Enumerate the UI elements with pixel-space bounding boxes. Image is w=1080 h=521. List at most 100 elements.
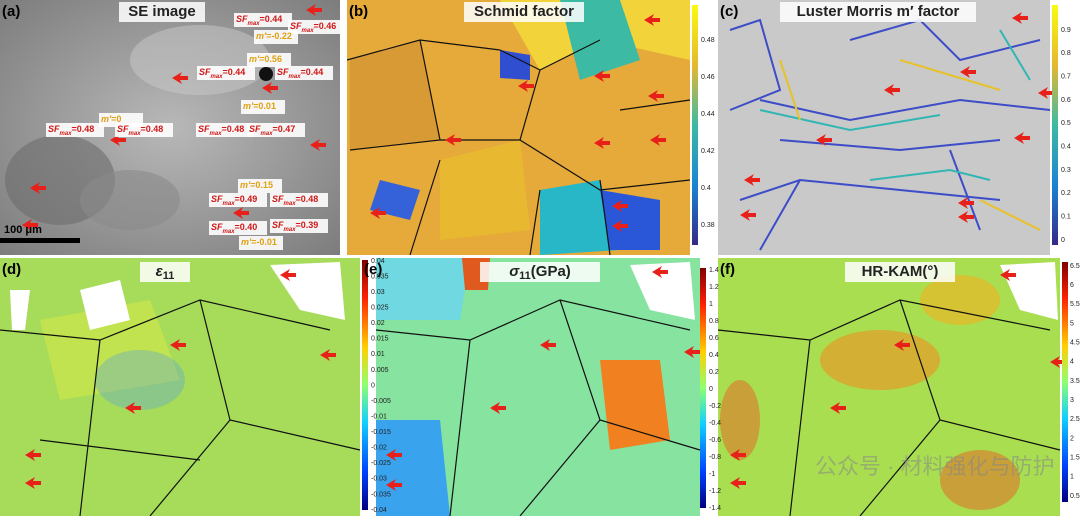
annotation-background xyxy=(247,123,305,137)
annotation: SFmax=0.48 xyxy=(117,124,163,136)
colorbar-tick-label: 5.5 xyxy=(1070,301,1080,308)
annotation-subscript: max xyxy=(223,229,236,235)
colorbar-tick-label: 4.5 xyxy=(1070,340,1080,347)
title-symbol: σ xyxy=(509,263,520,280)
annotation-symbol: SF xyxy=(48,124,60,134)
annotation-background xyxy=(247,53,291,67)
colorbar-tick-label: 0.04 xyxy=(371,258,385,265)
colorbar-tick-label: 0.42 xyxy=(701,148,715,155)
colorbar xyxy=(700,268,706,508)
colorbar-tick-label: 1.2 xyxy=(709,284,719,291)
colorbar-tick-label: -0.6 xyxy=(709,437,721,444)
annotation: m′=0.01 xyxy=(243,101,276,111)
title-background xyxy=(845,262,955,282)
title-background xyxy=(464,2,584,22)
annotation-symbol: SF xyxy=(211,194,223,204)
colorbar-tick-label: 1.4 xyxy=(709,267,719,274)
title-rest: (GPa) xyxy=(531,263,571,280)
panel-title: HR-KAM(°) xyxy=(862,263,939,280)
annotation-value: =0.39 xyxy=(296,220,319,230)
annotation-background xyxy=(115,123,173,137)
annotation-symbol: m′ xyxy=(243,101,254,111)
annotation-value: =0.01 xyxy=(253,101,276,111)
colorbar-tick-label: 0.03 xyxy=(371,289,385,296)
title-background xyxy=(119,2,205,22)
panel-label: (c) xyxy=(720,3,738,20)
annotation: SFmax=0.48 xyxy=(272,194,318,206)
annotation-subscript: max xyxy=(284,227,297,233)
colorbar-tick-label: -0.8 xyxy=(709,454,721,461)
colorbar-tick-label: 0 xyxy=(709,386,713,393)
annotation-subscript: max xyxy=(210,131,223,137)
colorbar-tick-label: 6.5 xyxy=(1070,263,1080,270)
annotation-subscript: max xyxy=(60,131,73,137)
annotation: SFmax=0.49 xyxy=(211,194,257,206)
colorbar-tick-label: 0.035 xyxy=(371,273,389,280)
annotation-background xyxy=(270,219,328,233)
annotation-value: =0.15 xyxy=(250,180,273,190)
colorbar-tick-label: 0.02 xyxy=(371,320,385,327)
annotation-background xyxy=(46,123,104,137)
colorbar-tick-label: 4 xyxy=(1070,359,1074,366)
panel-c-image xyxy=(718,0,1058,255)
annotation-value: =0.40 xyxy=(235,222,258,232)
panel-title: SE image xyxy=(128,3,196,20)
title-subscript: 11 xyxy=(519,270,531,282)
colorbar-tick-label: 2.5 xyxy=(1070,416,1080,423)
annotation-background xyxy=(239,236,283,250)
colorbar xyxy=(362,260,368,510)
colorbar-tick-label: 0.025 xyxy=(371,305,389,312)
annotation-background xyxy=(241,100,285,114)
watermark: 公众号 · 材料强化与防护 xyxy=(815,454,1055,479)
annotation-symbol: m′ xyxy=(240,180,251,190)
annotation-background xyxy=(254,30,298,44)
annotation-value: =-0.01 xyxy=(251,237,277,247)
title-background xyxy=(780,2,976,22)
annotation-subscript: max xyxy=(223,201,236,207)
colorbar-tick-label: 3.5 xyxy=(1070,378,1080,385)
colorbar-tick-label: 0.5 xyxy=(1070,493,1080,500)
annotation-background xyxy=(275,66,333,80)
title-subscript: 11 xyxy=(163,270,175,282)
annotation-background xyxy=(234,13,292,27)
annotation-subscript: max xyxy=(248,21,261,27)
colorbar-tick-label: 0.005 xyxy=(371,367,389,374)
colorbar xyxy=(1052,5,1058,245)
annotation-value: =0.49 xyxy=(235,194,258,204)
panel-label: (f) xyxy=(720,261,735,278)
annotation: SFmax=0.47 xyxy=(249,124,295,136)
colorbar-tick-label: -0.035 xyxy=(371,491,391,498)
annotation-value: =0.46 xyxy=(314,21,337,31)
annotation-symbol: m′ xyxy=(249,54,260,64)
annotation-symbol: m′ xyxy=(101,114,112,124)
colorbar-tick-label: 0.4 xyxy=(709,352,719,359)
annotation-value: =0 xyxy=(111,114,121,124)
colorbar-tick-label: 0.6 xyxy=(1061,97,1071,104)
annotation-symbol: m′ xyxy=(241,237,252,247)
annotation-symbol: m′ xyxy=(256,31,267,41)
title-symbol: ε xyxy=(156,263,164,280)
annotation-value: =0.47 xyxy=(273,124,296,134)
annotation: SFmax=0.44 xyxy=(199,67,245,79)
annotation: m′=0.56 xyxy=(249,54,282,64)
annotation-background xyxy=(196,123,254,137)
annotation-symbol: SF xyxy=(249,124,261,134)
colorbar-tick-label: 0 xyxy=(371,382,375,389)
scale-bar-label: 100 μm xyxy=(4,224,42,236)
annotation-symbol: SF xyxy=(277,67,289,77)
annotation-symbol: SF xyxy=(198,124,210,134)
annotation: m′=0.15 xyxy=(240,180,273,190)
panel-title: ε11 xyxy=(156,263,175,282)
annotation-symbol: SF xyxy=(290,21,302,31)
panel-f-image xyxy=(717,258,1068,517)
annotation: SFmax=0.40 xyxy=(211,222,257,234)
panel-title: Schmid factor xyxy=(474,3,574,20)
colorbar-tick-label: 0.44 xyxy=(701,111,715,118)
colorbar-tick-label: 0.1 xyxy=(1061,214,1071,221)
annotation-value: =0.44 xyxy=(223,67,246,77)
panel-b-image xyxy=(346,0,698,256)
annotation-background xyxy=(288,20,346,34)
panel-label: (e) xyxy=(364,261,382,278)
colorbar-tick-label: 0.015 xyxy=(371,336,389,343)
colorbar-tick-label: 3 xyxy=(1070,397,1074,404)
